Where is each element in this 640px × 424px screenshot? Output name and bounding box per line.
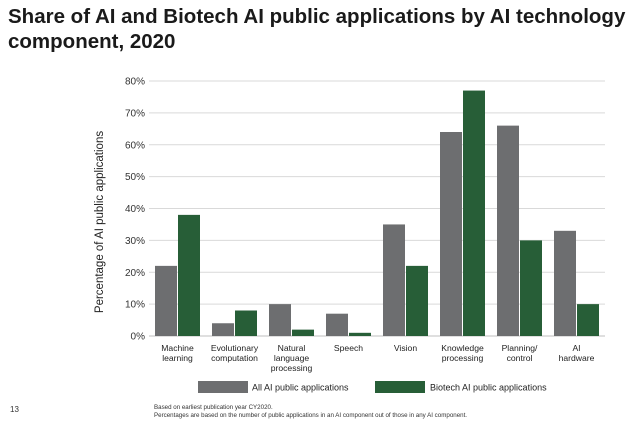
y-tick-label: 30%	[125, 236, 145, 247]
bar-biotech-ai	[520, 240, 542, 336]
x-tick-label: Knowledge processing	[441, 343, 484, 363]
bar-all-ai	[155, 265, 177, 336]
bar-all-ai	[383, 224, 405, 336]
y-tick-label: 40%	[125, 204, 145, 215]
y-tick-label: 70%	[125, 108, 145, 119]
bar-biotech-ai	[349, 332, 371, 336]
legend-label: Biotech AI public applications	[430, 383, 547, 393]
x-tick-label: Machine learning	[161, 343, 194, 363]
y-tick-label: 0%	[131, 332, 146, 343]
x-tick-label-line: hardware	[559, 353, 595, 363]
x-tick-label-line: Machine	[161, 343, 194, 353]
chart-title: Share of AI and Biotech AI public applic…	[8, 5, 626, 53]
x-tick-label: AI hardware	[559, 343, 595, 363]
x-tick-label-line: processing	[442, 353, 484, 363]
bar-all-ai	[326, 313, 348, 336]
x-tick-label: Evolutionary computation	[211, 343, 259, 363]
bar-all-ai	[212, 323, 234, 336]
x-tick-label-line: AI	[572, 343, 580, 353]
footnote-line: Based on earliest publication year CY202…	[154, 404, 273, 411]
footnote-line: Percentages are based on the number of p…	[154, 411, 468, 419]
y-tick-label: 80%	[125, 77, 145, 88]
bar-biotech-ai	[463, 90, 485, 336]
x-tick-label-line: processing	[271, 363, 313, 373]
bar-all-ai	[269, 304, 291, 336]
bar-all-ai	[554, 230, 576, 336]
x-tick-label: Natural language processing	[271, 343, 313, 373]
bar-biotech-ai	[178, 214, 200, 336]
legend-swatch	[198, 381, 248, 393]
bar-biotech-ai	[577, 304, 599, 336]
x-tick-label-line: Knowledge	[441, 343, 484, 353]
legend-swatch	[375, 381, 425, 393]
x-tick-label-line: language	[274, 353, 310, 363]
y-tick-label: 50%	[125, 172, 145, 183]
x-tick-label-line: Natural	[278, 343, 306, 353]
legend-label: All AI public applications	[252, 383, 349, 393]
bar-all-ai	[440, 132, 462, 336]
x-tick-label-line: Planning/	[502, 343, 538, 353]
y-tick-label: 10%	[125, 300, 145, 311]
x-tick-label-line: control	[507, 353, 533, 363]
bar-biotech-ai	[235, 310, 257, 336]
bar-all-ai	[497, 125, 519, 336]
x-tick-label-line: computation	[211, 353, 258, 363]
bar-biotech-ai	[406, 265, 428, 336]
y-tick-label: 20%	[125, 268, 145, 279]
x-tick-label-line: Speech	[334, 343, 363, 353]
x-tick-label: Vision	[394, 343, 417, 353]
x-tick-label-line: Evolutionary	[211, 343, 259, 353]
x-tick-label-line: learning	[162, 353, 193, 363]
y-tick-label: 60%	[125, 140, 145, 151]
bar-biotech-ai	[292, 329, 314, 336]
x-tick-label: Speech	[334, 343, 363, 353]
footnotes: Based on earliest publication year CY202…	[154, 404, 467, 419]
x-tick-label-line: Vision	[394, 343, 417, 353]
slide-number: 13	[10, 405, 19, 414]
x-tick-label: Planning/control	[502, 343, 538, 363]
